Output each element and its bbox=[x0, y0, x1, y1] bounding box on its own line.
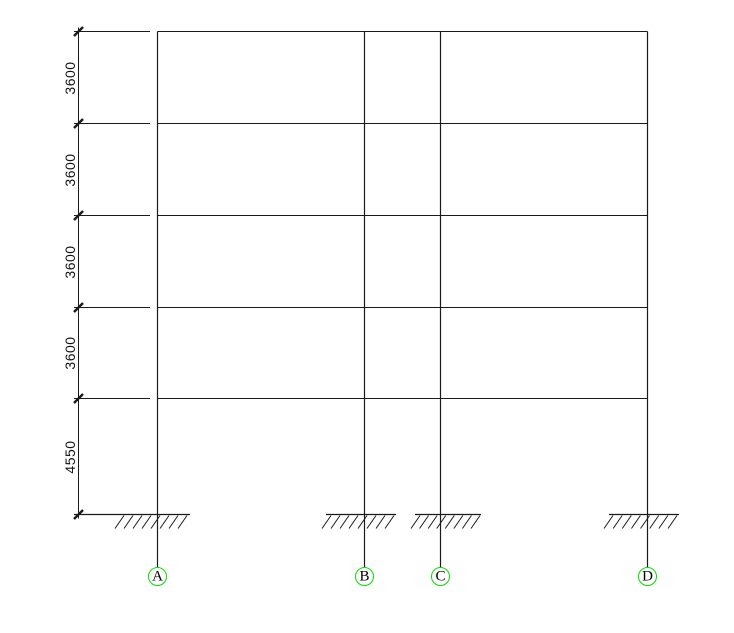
dimension-tick bbox=[73, 302, 84, 313]
support-hatch-stroke bbox=[612, 515, 623, 529]
support-hatch-stroke bbox=[453, 515, 464, 529]
dimension-tick bbox=[73, 118, 84, 129]
support-hatch-stroke bbox=[621, 515, 632, 529]
support-hatch-stroke bbox=[123, 515, 134, 529]
support-hatch-stroke bbox=[168, 515, 179, 529]
support-hatch-stroke bbox=[419, 515, 429, 529]
support-hatch-stroke bbox=[132, 515, 143, 529]
grid-bubble-a: A bbox=[148, 567, 167, 586]
dimension-tick bbox=[73, 393, 84, 404]
grid-bubble-label: B bbox=[359, 568, 370, 585]
grid-bubble-b: B bbox=[355, 567, 374, 586]
grid-bubble-label: C bbox=[435, 568, 446, 585]
support-hatch-stroke bbox=[631, 515, 641, 529]
dimension-label-story-5: 3600 bbox=[62, 60, 78, 95]
support-hatch-stroke bbox=[410, 515, 421, 529]
grid-bubble-d: D bbox=[638, 567, 657, 586]
support-hatch-stroke bbox=[462, 515, 472, 529]
support-hatch-stroke bbox=[470, 515, 481, 529]
grid-bubble-label: D bbox=[642, 568, 653, 585]
dimension-tick bbox=[73, 26, 84, 37]
support-hatch-stroke bbox=[444, 515, 455, 529]
support-hatch-stroke bbox=[366, 515, 377, 529]
support-hatch-stroke bbox=[330, 515, 341, 529]
support-hatch-stroke bbox=[321, 515, 332, 529]
support-hatch-stroke bbox=[159, 515, 170, 529]
dimension-tick bbox=[73, 210, 84, 221]
support-hatch-stroke bbox=[603, 515, 614, 529]
support-hatch-stroke bbox=[141, 515, 152, 529]
support-hatch-stroke bbox=[384, 515, 395, 529]
dimension-label-story-4: 3600 bbox=[62, 152, 78, 187]
support-hatch-stroke bbox=[649, 515, 660, 529]
support-hatch-stroke bbox=[667, 515, 678, 529]
support-hatch-stroke bbox=[658, 515, 669, 529]
grid-bubble-label: A bbox=[152, 568, 163, 585]
support-hatch-stroke bbox=[339, 515, 350, 529]
support-hatch-stroke bbox=[348, 515, 359, 529]
grid-bubble-c: C bbox=[431, 567, 450, 586]
dimension-label-story-1: 4550 bbox=[62, 439, 78, 474]
support-hatch-stroke bbox=[640, 515, 650, 529]
support-hatch-stroke bbox=[177, 515, 188, 529]
support-hatch-stroke bbox=[357, 515, 368, 529]
support-hatch-stroke bbox=[427, 515, 438, 529]
support-hatch-stroke bbox=[150, 515, 161, 529]
support-hatch-stroke bbox=[375, 515, 386, 529]
support-hatch-stroke bbox=[114, 515, 125, 529]
dimension-label-story-2: 3600 bbox=[62, 336, 78, 370]
support-hatch-stroke bbox=[436, 515, 447, 529]
dimension-label-story-3: 3600 bbox=[62, 244, 78, 279]
